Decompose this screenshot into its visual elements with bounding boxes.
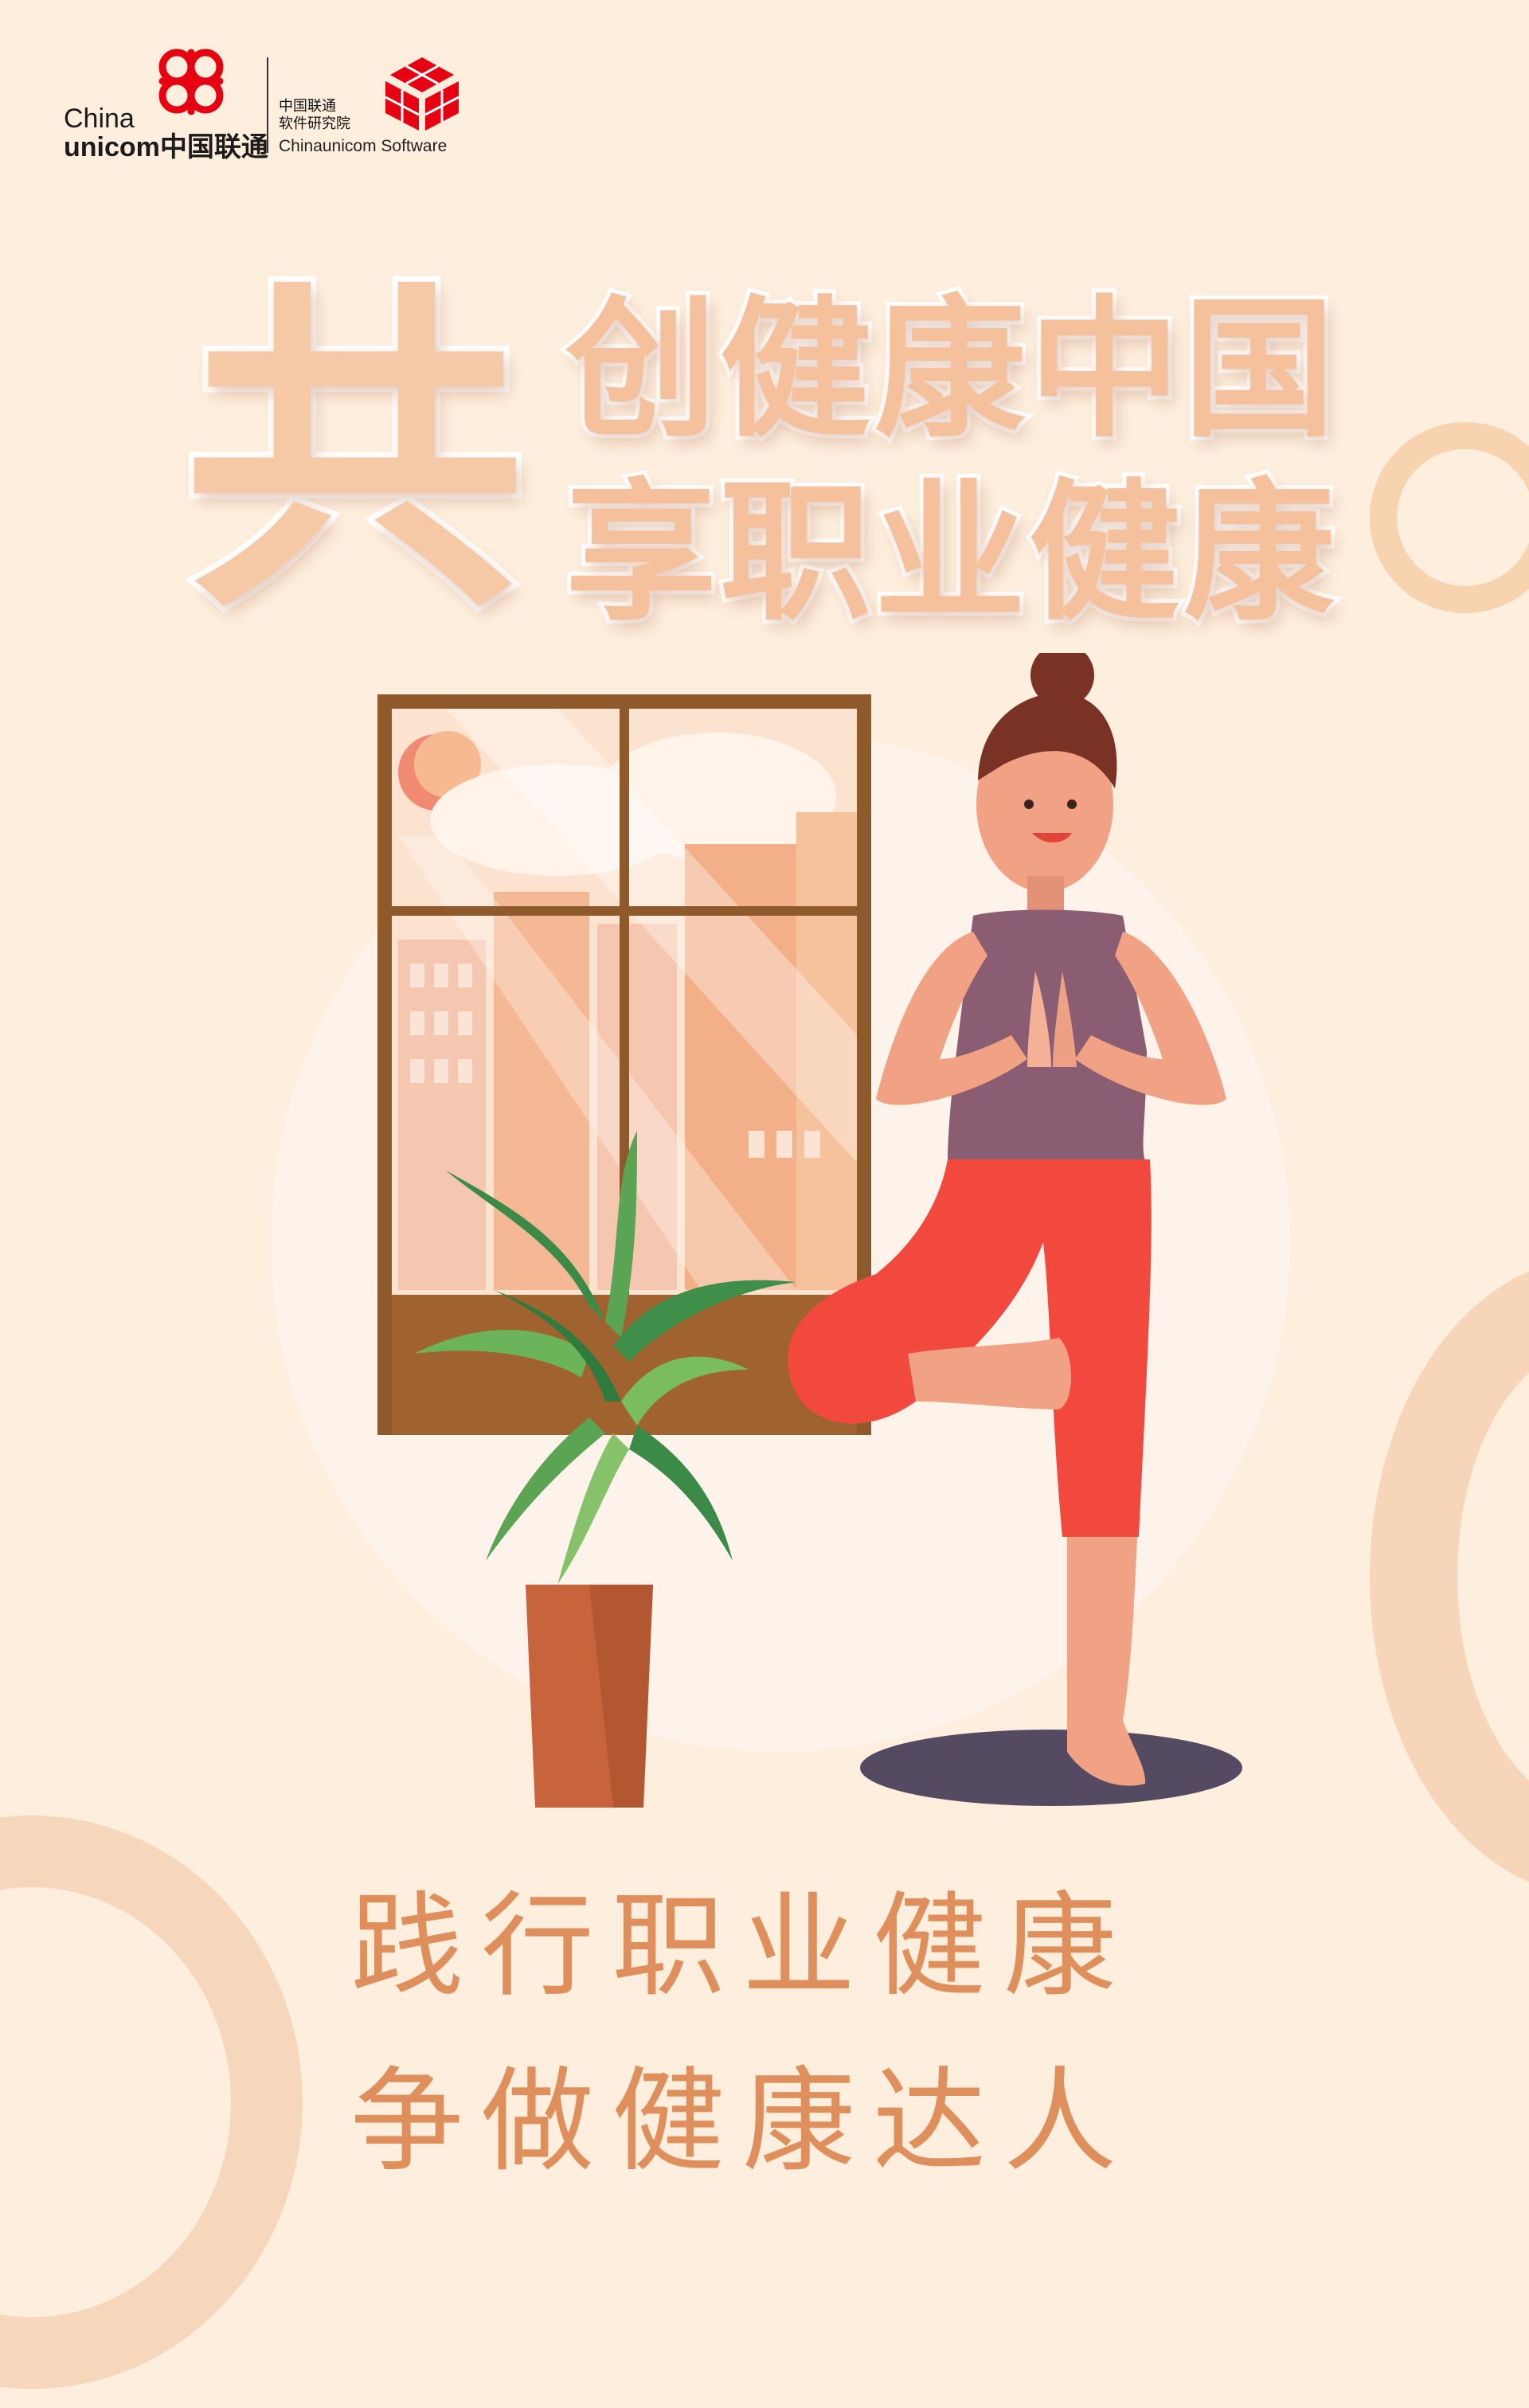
slogan-line-2: 争做健康达人	[350, 2056, 1134, 2187]
software-institute-en: Chinaunicom Software	[279, 137, 448, 155]
headline-line-2: 享职业健康	[561, 465, 1339, 641]
software-cube-icon	[385, 57, 459, 131]
decorative-ring-top	[1370, 422, 1529, 613]
slogan-line-1: 践行职业健康	[350, 1881, 1134, 2012]
floor-shadow	[860, 1730, 1242, 1806]
yoga-illustration	[271, 653, 1290, 1808]
unicom-knot-icon	[158, 49, 224, 115]
decorative-ring-bottom-left	[0, 1816, 303, 2389]
logo-divider	[267, 57, 268, 153]
unicom-wordmark-line2: unicom中国联通	[64, 131, 268, 162]
logo-area: China unicom中国联通	[64, 49, 510, 161]
unicom-wordmark: China unicom中国联通	[64, 104, 268, 162]
headline-big-char: 共	[178, 255, 531, 653]
headline-line-1: 创健康中国	[561, 282, 1339, 458]
potted-plant	[414, 1131, 796, 1808]
software-cn-line1: 中国联通	[279, 98, 336, 115]
window	[377, 694, 871, 1435]
software-institute-logo: 中国联通 软件研究院 Chinaunicom Software	[279, 54, 518, 166]
unicom-wordmark-line1: China	[64, 104, 135, 134]
yoga-woman	[787, 653, 1226, 1786]
software-cn-line2: 软件研究院	[279, 115, 350, 132]
china-unicom-logo: China unicom中国联通	[64, 49, 271, 161]
headline: 共 创健康中国 享职业健康	[178, 255, 1394, 653]
software-institute-cn: 中国联通 软件研究院	[279, 98, 350, 133]
